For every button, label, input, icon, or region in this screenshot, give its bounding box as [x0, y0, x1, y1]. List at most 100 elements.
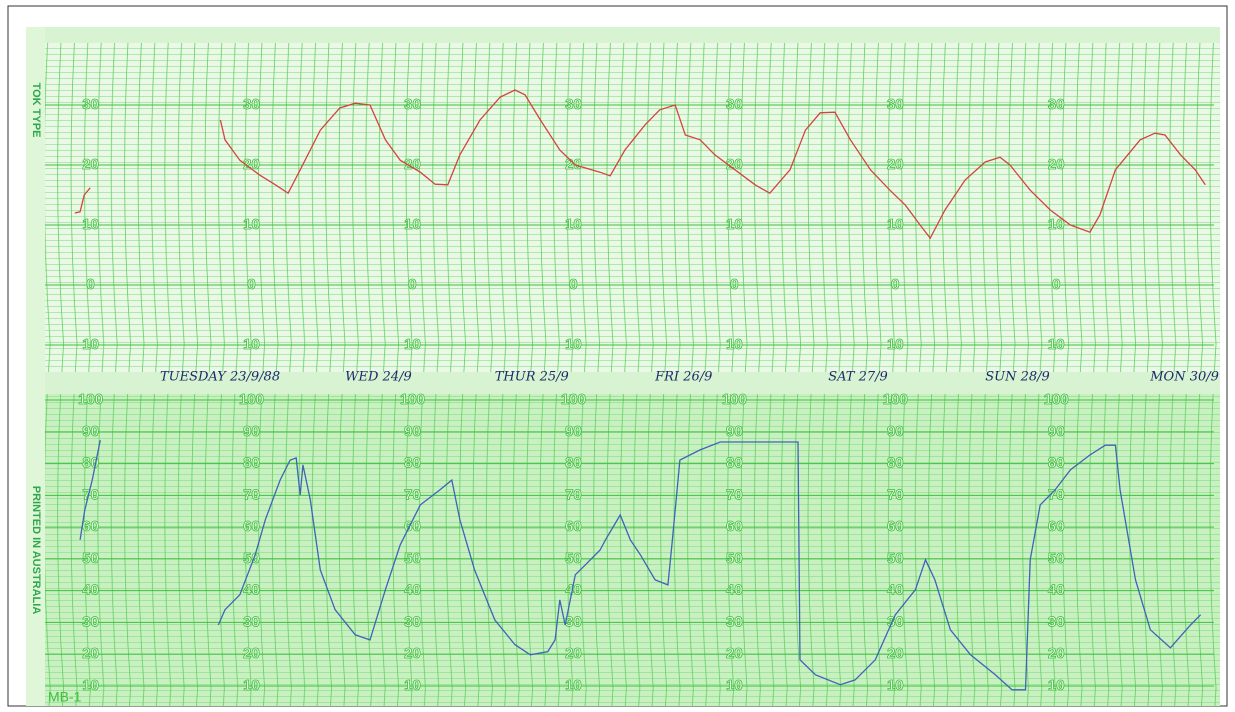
y-tick-label: 20 — [726, 645, 743, 662]
y-tick-label: 80 — [1048, 455, 1065, 472]
y-tick-label: 10 — [565, 216, 582, 233]
y-tick-label: 10 — [243, 216, 260, 233]
y-tick-label: 20 — [82, 156, 99, 173]
y-tick-label: 100 — [78, 391, 103, 408]
y-tick-label: 50 — [565, 550, 582, 567]
y-tick-label: 90 — [726, 423, 743, 440]
y-tick-label: 0 — [891, 276, 899, 293]
y-tick-label: 80 — [404, 455, 421, 472]
y-tick-label: 10 — [82, 216, 99, 233]
y-tick-label: 30 — [1048, 613, 1065, 630]
y-tick-label: 20 — [243, 645, 260, 662]
y-tick-label: 100 — [722, 391, 747, 408]
y-tick-label: 50 — [404, 550, 421, 567]
y-tick-label: 10 — [726, 677, 743, 694]
y-tick-label: 30 — [726, 96, 743, 113]
y-tick-label: 30 — [404, 96, 421, 113]
y-tick-label: 90 — [243, 423, 260, 440]
y-tick-label: 10 — [887, 677, 904, 694]
y-tick-label: 0 — [247, 276, 255, 293]
y-tick-label: 40 — [726, 582, 743, 599]
y-tick-label: 20 — [887, 645, 904, 662]
y-tick-label: 50 — [82, 550, 99, 567]
y-tick-label: 10 — [887, 336, 904, 353]
y-tick-label: 90 — [1048, 423, 1065, 440]
y-tick-label: 10 — [726, 336, 743, 353]
y-tick-label: 10 — [404, 336, 421, 353]
y-tick-label: 80 — [243, 455, 260, 472]
y-tick-label: 20 — [404, 645, 421, 662]
y-tick-label: 0 — [1052, 276, 1060, 293]
day-annotation: THUR 25/9 — [495, 370, 569, 385]
side-label: TOK TYPE — [30, 83, 42, 138]
y-tick-label: 30 — [887, 96, 904, 113]
side-label: PRINTED IN AUSTRALIA — [30, 486, 42, 615]
y-tick-label: 10 — [1048, 677, 1065, 694]
y-tick-label: 10 — [565, 677, 582, 694]
chart-page: TOK TYPE PRINTED IN AUSTRALIA MB-1 30 30 3… — [0, 0, 1235, 712]
y-tick-label: 60 — [726, 518, 743, 535]
y-tick-label: 10 — [243, 677, 260, 694]
y-tick-label: 100 — [883, 391, 908, 408]
y-tick-label: 100 — [1044, 391, 1069, 408]
y-tick-label: 40 — [1048, 582, 1065, 599]
y-tick-label: 20 — [887, 156, 904, 173]
y-tick-label: 40 — [243, 582, 260, 599]
y-tick-label: 40 — [82, 582, 99, 599]
y-tick-label: 60 — [565, 518, 582, 535]
y-tick-label: 60 — [82, 518, 99, 535]
y-tick-label: 10 — [726, 216, 743, 233]
day-annotation: TUESDAY 23/9/88 — [160, 370, 280, 385]
y-tick-label: 90 — [565, 423, 582, 440]
y-tick-label: 20 — [1048, 156, 1065, 173]
form-label: MB-1 — [48, 689, 82, 705]
y-tick-label: 50 — [887, 550, 904, 567]
y-tick-label: 30 — [404, 613, 421, 630]
y-tick-label: 0 — [86, 276, 94, 293]
y-tick-label: 70 — [243, 486, 260, 503]
y-tick-label: 30 — [726, 613, 743, 630]
y-tick-label: 20 — [1048, 645, 1065, 662]
day-annotation: SAT 27/9 — [828, 370, 888, 385]
y-tick-label: 30 — [1048, 96, 1065, 113]
y-tick-label: 50 — [1048, 550, 1065, 567]
y-tick-label: 10 — [243, 336, 260, 353]
y-tick-label: 80 — [565, 455, 582, 472]
y-tick-label: 60 — [1048, 518, 1065, 535]
y-tick-label: 10 — [82, 336, 99, 353]
y-tick-label: 30 — [243, 96, 260, 113]
y-tick-label: 90 — [82, 423, 99, 440]
y-tick-label: 70 — [887, 486, 904, 503]
y-tick-label: 40 — [404, 582, 421, 599]
y-tick-label: 80 — [726, 455, 743, 472]
y-tick-label: 60 — [243, 518, 260, 535]
y-tick-label: 0 — [730, 276, 738, 293]
y-tick-label: 50 — [726, 550, 743, 567]
y-tick-label: 100 — [239, 391, 264, 408]
y-tick-label: 100 — [400, 391, 425, 408]
day-annotation: MON 30/9 — [1149, 370, 1219, 385]
y-tick-label: 90 — [404, 423, 421, 440]
y-tick-label: 20 — [82, 645, 99, 662]
y-tick-label: 20 — [565, 645, 582, 662]
y-tick-label: 80 — [887, 455, 904, 472]
y-tick-label: 0 — [408, 276, 416, 293]
day-annotation: SUN 28/9 — [985, 370, 1050, 385]
y-tick-label: 30 — [82, 613, 99, 630]
y-tick-label: 10 — [404, 216, 421, 233]
y-tick-label: 30 — [243, 613, 260, 630]
y-tick-label: 30 — [565, 96, 582, 113]
y-tick-label: 30 — [82, 96, 99, 113]
y-tick-label: 10 — [887, 216, 904, 233]
y-tick-label: 10 — [565, 336, 582, 353]
paper-arcs — [45, 27, 1220, 372]
y-tick-label: 20 — [565, 156, 582, 173]
y-tick-label: 90 — [887, 423, 904, 440]
y-tick-label: 70 — [404, 486, 421, 503]
day-annotation: FRI 26/9 — [654, 370, 712, 385]
y-tick-label: 60 — [887, 518, 904, 535]
y-tick-label: 0 — [569, 276, 577, 293]
time-strip — [45, 27, 1220, 43]
y-tick-label: 10 — [1048, 336, 1065, 353]
y-tick-label: 40 — [887, 582, 904, 599]
